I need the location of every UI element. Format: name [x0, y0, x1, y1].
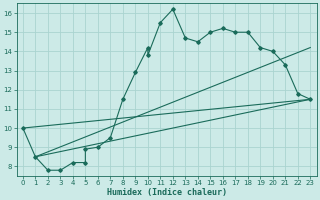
- X-axis label: Humidex (Indice chaleur): Humidex (Indice chaleur): [107, 188, 227, 197]
